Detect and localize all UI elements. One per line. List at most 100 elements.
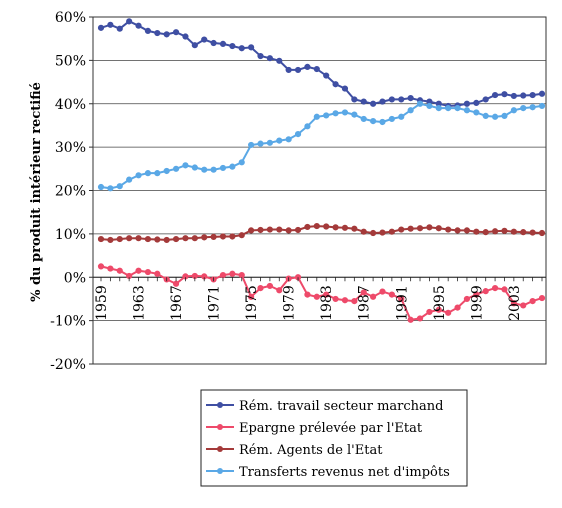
- data-point: [407, 107, 414, 114]
- data-point: [351, 298, 358, 305]
- data-point: [154, 170, 161, 177]
- data-point: [435, 306, 442, 313]
- data-point: [276, 226, 283, 233]
- legend-label: Transferts revenus net d'impôts: [239, 465, 450, 480]
- data-point: [360, 228, 367, 235]
- data-point: [126, 18, 133, 25]
- data-point: [473, 109, 480, 116]
- data-point: [313, 222, 320, 230]
- data-point: [116, 267, 123, 274]
- data-point: [473, 99, 480, 106]
- data-point: [323, 72, 330, 79]
- data-point: [257, 140, 264, 147]
- data-point: [276, 287, 283, 294]
- data-point: [323, 223, 330, 230]
- data-point: [276, 57, 283, 64]
- data-point: [116, 183, 123, 190]
- y-tick-label: 10%: [55, 227, 86, 243]
- data-point: [388, 291, 395, 298]
- data-point: [398, 226, 405, 233]
- y-tick-label: 60%: [55, 10, 86, 26]
- y-tick-label: -20%: [50, 357, 86, 373]
- data-point: [482, 96, 489, 103]
- y-tick-label: -10%: [50, 314, 86, 330]
- data-point: [351, 225, 358, 232]
- data-point: [463, 100, 471, 107]
- data-point: [416, 225, 424, 232]
- data-point: [135, 235, 142, 242]
- data-point: [538, 229, 546, 237]
- data-point: [370, 293, 377, 300]
- y-tick-label: 40%: [55, 97, 86, 113]
- data-point: [304, 223, 311, 231]
- data-point: [388, 115, 395, 123]
- data-point: [416, 315, 424, 322]
- data-point: [201, 36, 208, 43]
- data-point: [257, 52, 264, 60]
- data-point: [529, 229, 536, 236]
- data-point: [229, 270, 236, 277]
- data-point: [351, 96, 358, 103]
- data-point: [482, 112, 489, 119]
- data-point: [144, 27, 152, 34]
- data-point: [229, 163, 236, 170]
- data-point: [229, 42, 236, 50]
- data-point: [341, 224, 349, 231]
- legend-label: Rém. travail secteur marchand: [239, 399, 443, 414]
- data-point: [370, 229, 377, 237]
- data-point: [304, 291, 311, 298]
- data-point: [313, 113, 320, 120]
- x-tick-label: 1983: [319, 285, 335, 321]
- data-point: [313, 65, 320, 73]
- data-point: [144, 235, 152, 243]
- x-tick-label: 1979: [282, 285, 298, 321]
- data-point: [332, 224, 339, 231]
- y-tick-label: 20%: [55, 184, 86, 200]
- x-tick-label: 1995: [432, 285, 448, 321]
- data-point: [529, 104, 536, 111]
- data-point: [126, 176, 133, 183]
- data-point: [463, 107, 471, 114]
- data-point: [491, 228, 499, 235]
- data-point: [435, 225, 442, 232]
- data-point: [510, 107, 517, 114]
- data-point: [126, 235, 133, 242]
- data-point: [285, 136, 292, 143]
- series-line: [100, 102, 543, 190]
- data-point: [144, 170, 152, 177]
- x-tick-label: 2003: [507, 285, 523, 321]
- data-point: [248, 293, 255, 300]
- data-point: [379, 288, 386, 295]
- data-point: [379, 118, 386, 126]
- data-point: [294, 226, 302, 234]
- data-point: [520, 104, 527, 112]
- data-point: [238, 271, 245, 279]
- data-point: [191, 42, 198, 49]
- data-point: [454, 227, 461, 234]
- data-point: [294, 66, 302, 74]
- data-point: [229, 233, 236, 240]
- data-point: [294, 131, 302, 138]
- data-point: [426, 102, 433, 110]
- x-tick-label: 1963: [132, 285, 148, 321]
- data-point: [398, 113, 405, 120]
- data-point: [332, 81, 339, 88]
- data-point: [482, 288, 489, 295]
- data-point: [501, 227, 508, 234]
- data-point: [529, 298, 536, 305]
- data-point: [332, 295, 339, 303]
- data-point: [379, 229, 386, 236]
- data-point: [445, 309, 452, 316]
- data-point: [341, 297, 349, 304]
- data-point: [304, 123, 311, 130]
- data-point: [482, 229, 489, 236]
- data-point: [219, 164, 227, 172]
- legend-swatch-marker: [217, 402, 223, 408]
- legend-swatch-marker: [217, 424, 223, 430]
- data-point: [313, 293, 320, 300]
- data-point: [388, 228, 395, 235]
- data-point: [144, 268, 152, 276]
- data-point: [116, 235, 123, 243]
- data-point: [463, 227, 471, 234]
- data-point: [538, 102, 546, 110]
